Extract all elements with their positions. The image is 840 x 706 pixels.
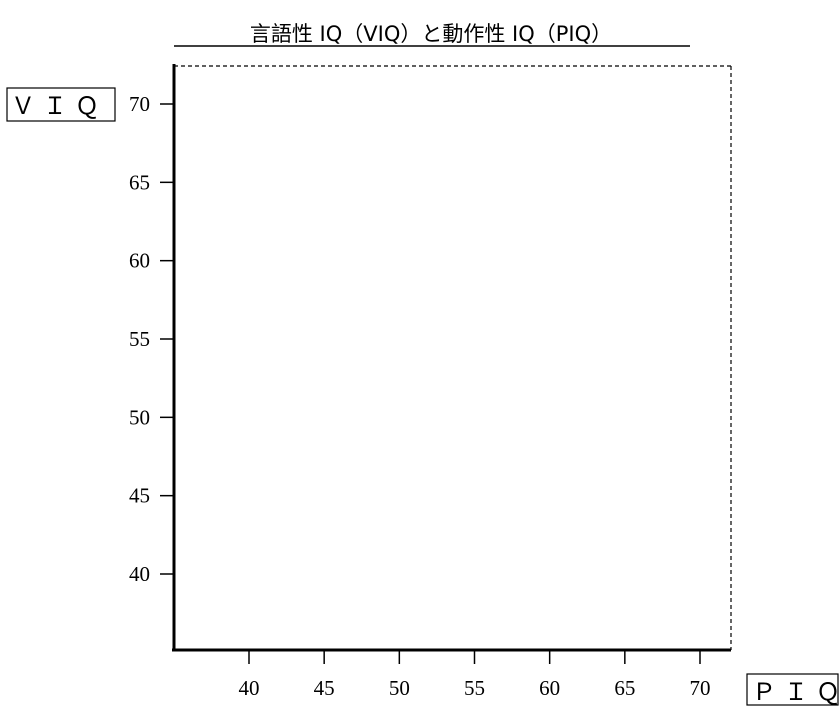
y-tick-label-55: 55	[129, 327, 150, 351]
y-tick-label-65: 65	[129, 170, 150, 194]
x-axis-label: ＰＩＱ	[752, 678, 840, 706]
y-ticks: 40 45 50 55 60 65 70	[129, 92, 174, 586]
y-tick-label-45: 45	[129, 484, 150, 508]
x-tick-label-55: 55	[464, 676, 485, 700]
chart-title: 言語性 IQ（VIQ）と動作性 IQ（PIQ）	[250, 22, 612, 46]
y-tick-label-60: 60	[129, 249, 150, 273]
y-tick-label-70: 70	[129, 92, 150, 116]
y-axis-label: ＶＩＱ	[11, 92, 107, 120]
x-tick-label-60: 60	[539, 676, 560, 700]
y-tick-label-40: 40	[129, 562, 150, 586]
x-tick-label-65: 65	[614, 676, 635, 700]
x-tick-label-40: 40	[239, 676, 260, 700]
x-axis-label-box	[746, 673, 839, 706]
x-ticks: 40 45 50 55 60 65 70	[239, 650, 711, 700]
x-tick-label-50: 50	[389, 676, 410, 700]
x-tick-label-45: 45	[314, 676, 335, 700]
x-tick-label-70: 70	[690, 676, 711, 700]
y-tick-label-50: 50	[129, 405, 150, 429]
y-axis-label-box	[6, 87, 116, 122]
